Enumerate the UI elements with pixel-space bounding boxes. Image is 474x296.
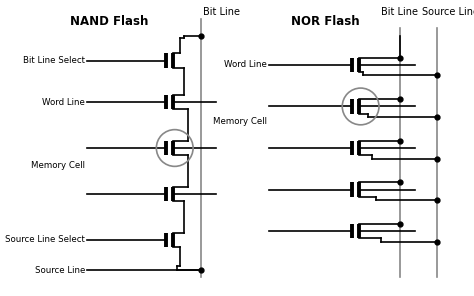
Text: Memory Cell: Memory Cell — [212, 117, 266, 126]
Text: Source Line Select: Source Line Select — [5, 235, 85, 244]
Text: Bit Line: Bit Line — [203, 7, 240, 17]
Text: Word Line: Word Line — [224, 60, 266, 69]
Text: Source Line: Source Line — [35, 266, 85, 275]
Text: Source Line: Source Line — [422, 7, 474, 17]
Text: Memory Cell: Memory Cell — [31, 161, 85, 170]
Text: NAND Flash: NAND Flash — [70, 15, 148, 28]
Text: Bit Line Select: Bit Line Select — [23, 56, 85, 65]
Text: NOR Flash: NOR Flash — [292, 15, 360, 28]
Text: Bit Line: Bit Line — [382, 7, 419, 17]
Text: Word Line: Word Line — [42, 98, 85, 107]
